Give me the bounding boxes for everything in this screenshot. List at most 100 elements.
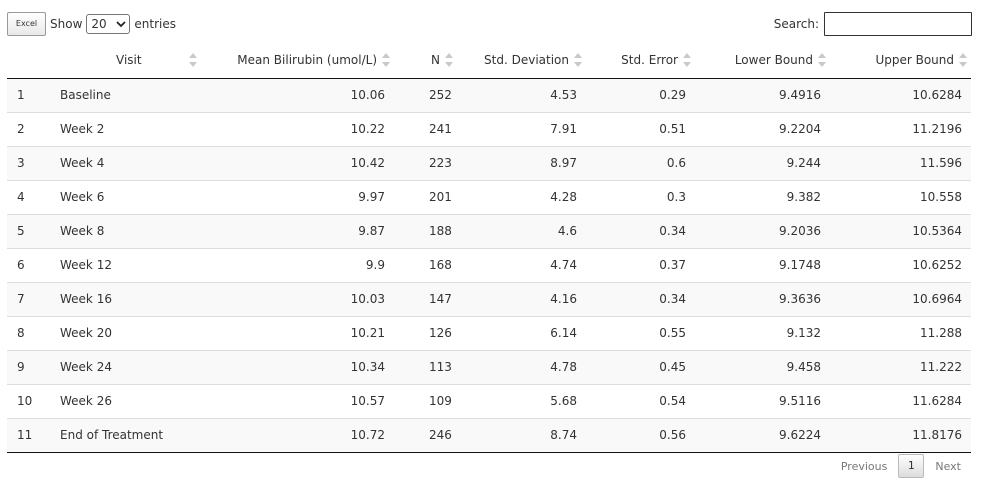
column-header-visit[interactable]: Visit (55, 42, 197, 79)
cell-upper-bound: 10.6252 (838, 247, 971, 282)
cell-std-error: 0.45 (594, 349, 703, 384)
cell-mean: 10.42 (197, 145, 402, 180)
cell-upper-bound: 11.8176 (838, 417, 971, 453)
cell-upper-bound: 11.288 (838, 315, 971, 350)
column-header-upper-bound[interactable]: Upper Bound (838, 42, 971, 79)
cell-std-error: 0.56 (594, 417, 703, 453)
cell-n: 241 (402, 111, 465, 146)
table-row: 2 Week 2 10.22 241 7.91 0.51 9.2204 11.2… (7, 111, 971, 146)
row-index: 1 (17, 88, 25, 102)
cell-n: 201 (402, 179, 465, 214)
cell-std-error: 0.54 (594, 383, 703, 418)
cell-upper-bound: 10.5364 (838, 213, 971, 248)
cell-std-error: 0.6 (594, 145, 703, 180)
table-row: 6 Week 12 9.9 168 4.74 0.37 9.1748 10.62… (7, 247, 971, 282)
page-length-select[interactable]: 20 (86, 14, 131, 34)
cell-visit: End of Treatment (55, 417, 197, 453)
column-header-label: N (431, 52, 440, 67)
cell-visit: Week 8 (55, 213, 197, 248)
cell-std-deviation: 7.91 (465, 111, 594, 146)
column-header-std-error[interactable]: Std. Error (594, 42, 703, 79)
row-index: 2 (7, 111, 55, 146)
cell-n: 113 (402, 349, 465, 384)
row-index: 7 (7, 281, 55, 316)
column-header-label: Std. Error (621, 52, 678, 67)
table-row: 3 Week 4 10.42 223 8.97 0.6 9.244 11.596 (7, 145, 971, 180)
cell-visit: Week 2 (55, 111, 197, 146)
column-header-std-deviation[interactable]: Std. Deviation (465, 42, 594, 79)
cell-upper-bound: 10.6284 (912, 88, 962, 102)
table-row: 11 End of Treatment 10.72 246 8.74 0.56 … (7, 417, 971, 453)
cell-lower-bound: 9.382 (703, 179, 838, 214)
cell-visit: Baseline (60, 88, 111, 102)
cell-lower-bound: 9.244 (703, 145, 838, 180)
show-label: Show (50, 17, 83, 31)
cell-upper-bound: 10.6964 (838, 281, 971, 316)
header-row: Visit Mean Bilirubin (umol/L) N Std. Dev… (7, 42, 971, 79)
cell-mean: 9.97 (197, 179, 402, 214)
cell-upper-bound: 11.222 (838, 349, 971, 384)
cell-visit: Week 12 (55, 247, 197, 282)
next-page-button[interactable]: Next (935, 459, 961, 473)
cell-visit: Week 26 (55, 383, 197, 418)
previous-page-button[interactable]: Previous (840, 459, 888, 473)
cell-std-error: 0.29 (659, 88, 686, 102)
cell-visit: Week 20 (55, 315, 197, 350)
cell-mean: 10.21 (197, 315, 402, 350)
search-control: Search: (774, 12, 972, 36)
column-header-mean-bilirubin[interactable]: Mean Bilirubin (umol/L) (197, 42, 402, 79)
table-row: 10 Week 26 10.57 109 5.68 0.54 9.5116 11… (7, 383, 971, 418)
search-input[interactable] (824, 12, 972, 36)
chevron-down-icon (116, 20, 127, 27)
sort-icon (683, 52, 691, 68)
sort-icon (574, 52, 582, 68)
cell-upper-bound: 11.2196 (838, 111, 971, 146)
column-header-n[interactable]: N (402, 42, 465, 79)
cell-std-error: 0.3 (594, 179, 703, 214)
cell-std-error: 0.34 (594, 281, 703, 316)
sort-icon (818, 52, 826, 68)
cell-n: 126 (402, 315, 465, 350)
sort-icon (959, 52, 967, 68)
cell-n: 188 (402, 213, 465, 248)
cell-lower-bound: 9.3636 (703, 281, 838, 316)
cell-upper-bound: 11.596 (838, 145, 971, 180)
cell-mean: 10.72 (197, 417, 402, 453)
cell-std-deviation: 4.74 (465, 247, 594, 282)
cell-mean: 10.57 (197, 383, 402, 418)
row-index: 5 (7, 213, 55, 248)
cell-mean: 10.34 (197, 349, 402, 384)
row-index: 11 (7, 417, 55, 453)
cell-lower-bound: 9.132 (703, 315, 838, 350)
sort-icon (189, 52, 197, 68)
row-index: 8 (7, 315, 55, 350)
cell-visit: Week 16 (55, 281, 197, 316)
column-header-label: Std. Deviation (484, 52, 569, 67)
cell-lower-bound: 9.2036 (703, 213, 838, 248)
cell-lower-bound: 9.1748 (703, 247, 838, 282)
cell-std-error: 0.55 (594, 315, 703, 350)
cell-n: 109 (402, 383, 465, 418)
column-header-index (7, 42, 55, 79)
cell-mean: 9.9 (197, 247, 402, 282)
search-label: Search: (773, 17, 819, 31)
page-length-control: Show 20 entries (50, 13, 176, 35)
row-index: 10 (7, 383, 55, 418)
row-index: 9 (7, 349, 55, 384)
cell-lower-bound: 9.458 (703, 349, 838, 384)
table-row: 1 Baseline 10.06 252 4.53 0.29 9.4916 10… (7, 78, 971, 112)
excel-export-button[interactable]: Excel (7, 12, 46, 36)
cell-std-deviation: 8.74 (465, 417, 594, 453)
entries-label: entries (134, 17, 176, 31)
cell-n: 147 (402, 281, 465, 316)
cell-mean: 9.87 (197, 213, 402, 248)
cell-std-error: 0.51 (594, 111, 703, 146)
page-1-button[interactable]: 1 (898, 454, 925, 478)
cell-n: 252 (429, 88, 452, 102)
row-index: 4 (7, 179, 55, 214)
cell-upper-bound: 11.6284 (838, 383, 971, 418)
table-row: 4 Week 6 9.97 201 4.28 0.3 9.382 10.558 (7, 179, 971, 214)
cell-upper-bound: 10.558 (838, 179, 971, 214)
column-header-lower-bound[interactable]: Lower Bound (703, 42, 838, 79)
sort-icon (382, 52, 390, 68)
